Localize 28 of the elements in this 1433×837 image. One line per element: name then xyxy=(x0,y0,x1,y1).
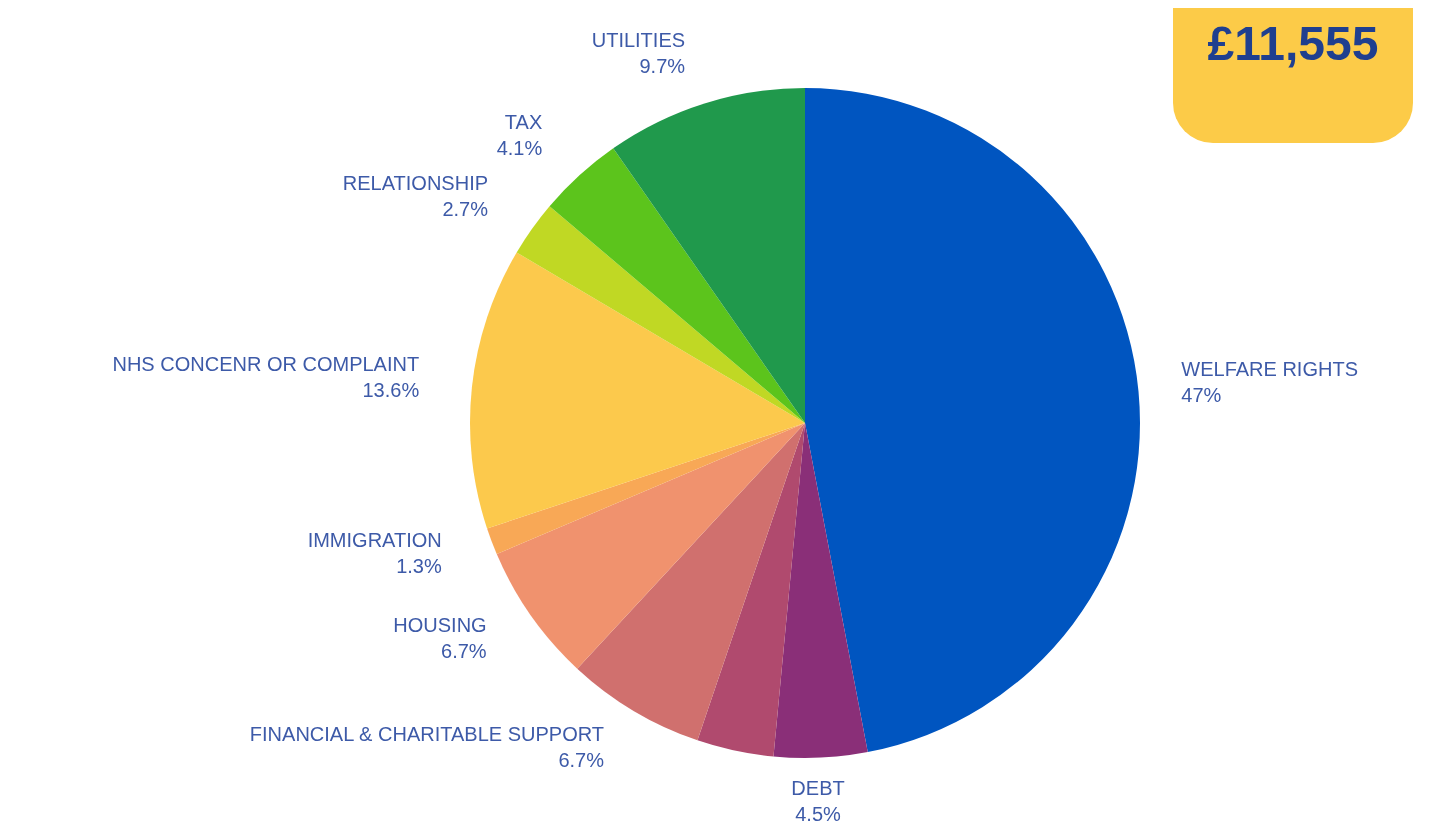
pie-slice xyxy=(697,423,805,757)
slice-label: WELFARE RIGHTS xyxy=(1181,357,1358,380)
data-label: 13.6% xyxy=(362,379,420,402)
data-label: 1.3% xyxy=(396,555,442,578)
pie-slice xyxy=(805,88,1140,753)
data-label: 6.7% xyxy=(558,749,605,772)
pie-slice xyxy=(516,206,805,423)
slice-label: RELATIONSHIP xyxy=(342,171,489,194)
slice-label: TAX xyxy=(504,110,543,133)
slice-label: UTILITIES xyxy=(591,28,686,51)
data-label: 2.7% xyxy=(442,197,489,220)
slice-label: HOUSING xyxy=(393,614,487,637)
slice-label: FINANCIAL & CHARITABLE SUPPORT xyxy=(249,723,604,746)
data-label: 47% xyxy=(1181,383,1222,406)
data-label: 4.1% xyxy=(496,136,543,159)
pie-slice xyxy=(496,423,805,669)
data-label: 4.5% xyxy=(795,802,842,825)
data-label: 9.7% xyxy=(639,54,686,77)
data-label: 6.7% xyxy=(441,640,487,663)
pie-slice xyxy=(613,88,805,423)
pie-slice xyxy=(773,423,868,758)
pie-slice xyxy=(470,252,805,529)
pie-slice xyxy=(549,148,805,423)
slice-label: NHS CONCENR OR COMPLAINT xyxy=(112,353,420,376)
text: £11,555 xyxy=(1206,16,1380,71)
slice-label: IMMIGRATION xyxy=(307,529,442,552)
pie-slice xyxy=(487,423,805,555)
slice-label: DEBT xyxy=(791,776,845,799)
